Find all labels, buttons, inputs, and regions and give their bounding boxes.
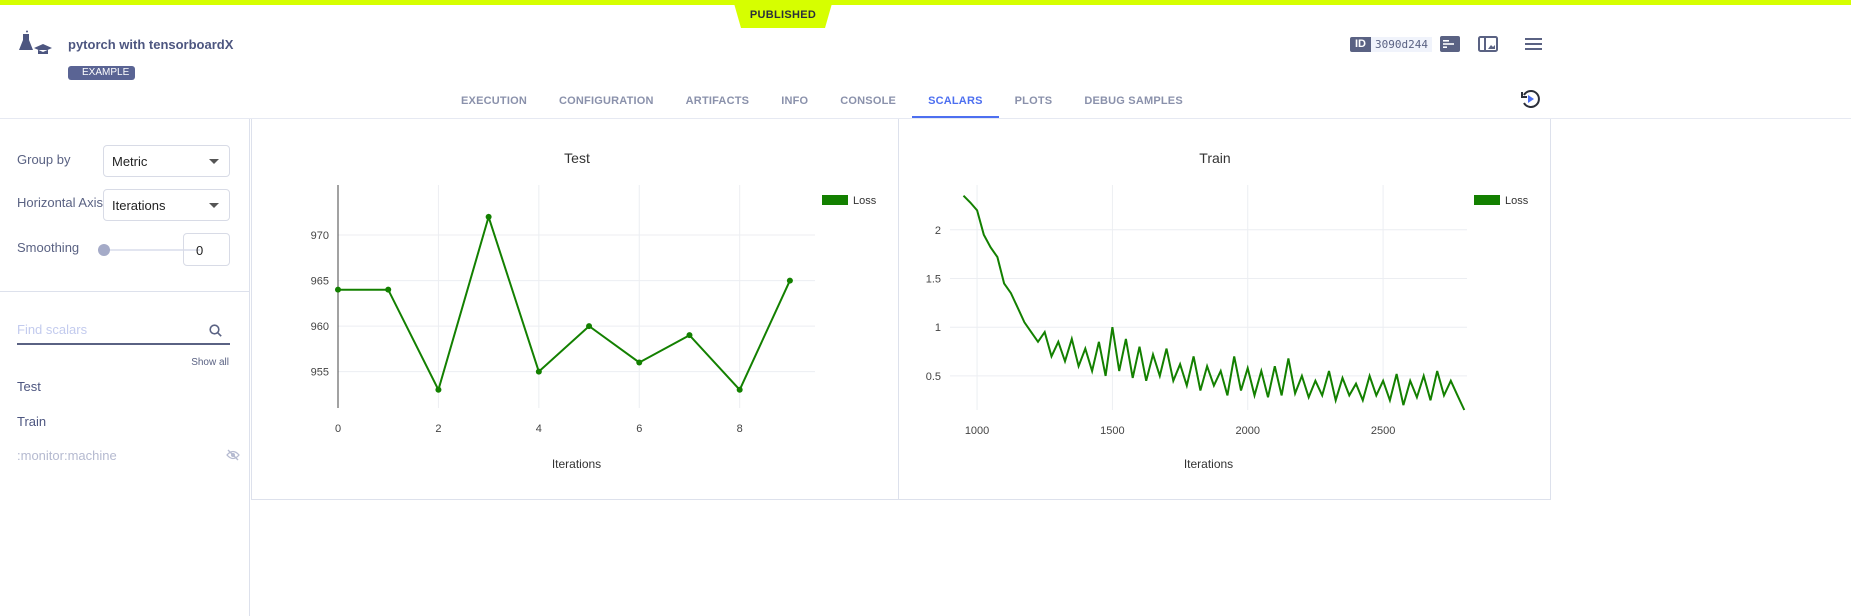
data-point (435, 386, 442, 393)
legend-swatch (1474, 195, 1500, 205)
show-all-link[interactable]: Show all (191, 357, 229, 368)
smoothing-slider[interactable] (104, 249, 200, 251)
tab-console[interactable]: CONSOLE (840, 95, 897, 107)
horizontal-axis-value: Iterations (112, 198, 166, 213)
smoothing-slider-handle[interactable] (98, 244, 110, 256)
data-point (636, 359, 643, 366)
x-tick-label: 8 (737, 423, 743, 435)
x-axis-label: Iterations (552, 457, 601, 471)
x-axis-label: Iterations (1184, 457, 1233, 471)
data-point (586, 323, 593, 330)
legend-label: Loss (853, 195, 877, 207)
data-point (786, 277, 793, 284)
scalar-item-train[interactable]: Train (17, 414, 47, 429)
scalar-item-monitor-machine[interactable]: :monitor:machine (17, 448, 117, 463)
tab-execution[interactable]: EXECUTION (461, 95, 527, 107)
series-line-loss (962, 194, 1466, 411)
eye-hidden-icon[interactable] (226, 449, 240, 461)
horizontal-axis-label: Horizontal Axis (17, 195, 103, 210)
y-tick-label: 965 (311, 276, 329, 288)
chevron-down-icon (209, 159, 219, 164)
id-value: 3090d244 (1371, 37, 1432, 52)
example-tag: EXAMPLE (68, 66, 136, 80)
id-label: ID (1350, 37, 1371, 52)
published-badge: PUBLISHED (733, 0, 833, 28)
panel-divider (898, 119, 899, 500)
x-tick-label: 0 (335, 423, 341, 435)
find-scalars-placeholder: Find scalars (17, 322, 88, 337)
data-point (335, 286, 341, 293)
group-by-select[interactable]: Metric (103, 145, 230, 177)
search-icon[interactable] (209, 324, 222, 337)
data-point (736, 386, 743, 393)
x-tick-label: 2500 (1371, 425, 1395, 437)
y-tick-label: 960 (311, 321, 329, 333)
data-point (535, 368, 542, 375)
chevron-down-icon (209, 203, 219, 208)
y-tick-label: 2 (935, 225, 941, 237)
x-tick-label: 2 (435, 423, 441, 435)
train-chart[interactable]: Train 1000 1500 2000 2500 0.5 1 1.5 2 Iterations L… (899, 119, 1549, 499)
chart-title: Train (1199, 150, 1230, 166)
menu-icon[interactable] (1524, 36, 1544, 52)
details-panel-icon[interactable] (1440, 36, 1460, 52)
tab-artifacts[interactable]: ARTIFACTS (685, 95, 750, 107)
experiment-title: pytorch with tensorboardX (68, 37, 234, 52)
tab-plots[interactable]: PLOTS (1014, 95, 1053, 107)
sidebar-divider (0, 291, 250, 292)
group-by-value: Metric (112, 154, 148, 169)
y-tick-label: 1.5 (926, 274, 941, 286)
x-tick-label: 2000 (1236, 425, 1260, 437)
legend-swatch (822, 195, 848, 205)
data-point (385, 286, 392, 293)
smoothing-input[interactable]: 0 (183, 233, 230, 266)
chart-title: Test (564, 150, 590, 166)
header-divider (0, 118, 1851, 119)
y-tick-label: 0.5 (926, 371, 941, 383)
y-tick-label: 955 (311, 367, 329, 379)
data-point (686, 332, 693, 339)
scalar-item-test[interactable]: Test (17, 379, 41, 394)
test-chart[interactable]: Test 0 2 4 6 8 955 960 965 970 Iterations Loss (252, 119, 898, 499)
tab-bar: EXECUTION CONFIGURATION ARTIFACTS INFO C… (445, 88, 1199, 118)
tab-info[interactable]: INFO (781, 95, 809, 107)
scalars-sidebar: Group by Metric Horizontal Axis Iteratio… (0, 119, 250, 616)
y-tick-label: 970 (311, 230, 329, 242)
find-scalars-input[interactable]: Find scalars (17, 322, 230, 345)
auto-refresh-icon[interactable] (1520, 89, 1540, 109)
layout-toggle-icon[interactable] (1478, 36, 1498, 52)
experiment-id[interactable]: ID 3090d244 (1350, 37, 1432, 52)
top-accent-bar (0, 0, 1851, 5)
series-line-loss (338, 213, 791, 393)
x-tick-label: 1500 (1100, 425, 1124, 437)
data-point (485, 213, 492, 220)
charts-area (251, 119, 1551, 500)
experiment-flask-icon (19, 30, 52, 54)
y-tick-label: 1 (935, 322, 941, 334)
tab-configuration[interactable]: CONFIGURATION (558, 95, 654, 107)
x-tick-label: 4 (536, 423, 542, 435)
tab-debug-samples[interactable]: DEBUG SAMPLES (1084, 95, 1183, 107)
x-tick-label: 1000 (965, 425, 989, 437)
horizontal-axis-select[interactable]: Iterations (103, 189, 230, 221)
group-by-label: Group by (17, 152, 71, 167)
x-tick-label: 6 (636, 423, 642, 435)
tab-scalars[interactable]: SCALARS (912, 88, 999, 118)
smoothing-label: Smoothing (17, 240, 80, 255)
legend-label: Loss (1505, 195, 1529, 207)
